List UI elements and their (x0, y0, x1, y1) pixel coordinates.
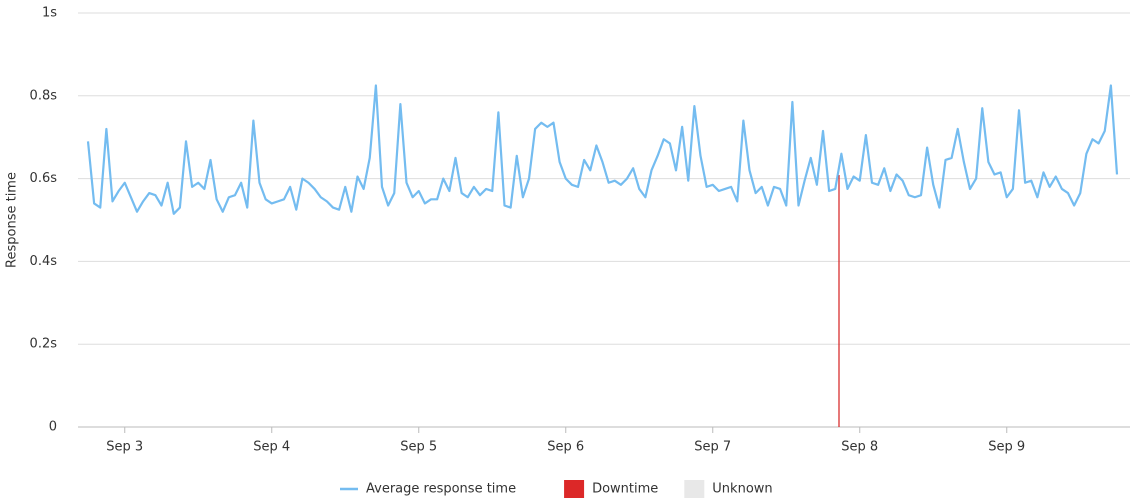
y-tick-label: 0 (49, 420, 57, 435)
x-tick-label: Sep 3 (106, 440, 143, 455)
legend-swatch (564, 480, 585, 498)
legend-label: Downtime (592, 482, 658, 497)
x-tick-label: Sep 8 (841, 440, 878, 455)
x-tick-label: Sep 4 (253, 440, 290, 455)
series-line (86, 84, 1119, 215)
y-tick-label: 0.6s (30, 171, 58, 186)
y-tick-label: 0.2s (30, 337, 58, 352)
legend-label: Unknown (712, 482, 772, 497)
y-tick-label: 0.8s (30, 88, 58, 103)
x-tick-label: Sep 9 (988, 440, 1025, 455)
y-tick-label: 0.4s (30, 254, 58, 269)
legend-label: Average response time (366, 482, 516, 497)
x-tick-label: Sep 7 (694, 440, 731, 455)
x-tick-label: Sep 5 (400, 440, 437, 455)
y-tick-label: 1s (42, 6, 57, 21)
legend-swatch (684, 480, 705, 498)
y-axis-label: Response time (5, 172, 20, 268)
x-tick-label: Sep 6 (547, 440, 584, 455)
